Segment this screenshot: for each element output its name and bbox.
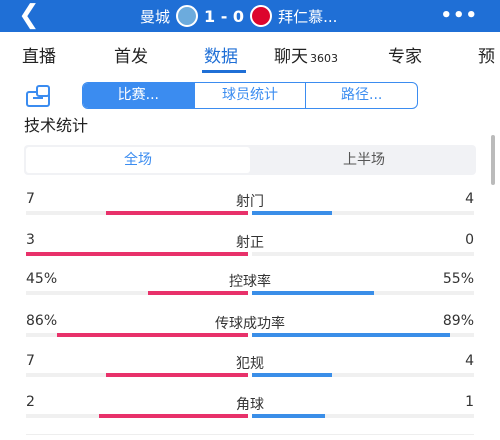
tab-lineup[interactable]: 首发 [114,47,148,67]
stat-name: 控球率 [229,274,271,290]
away-team-name: 拜仁慕... [278,7,338,26]
tab-prediction[interactable]: 预 [478,47,495,67]
stat-row: 2 角球 1 [0,394,500,424]
stat-home-bar [57,333,248,337]
segment-path[interactable]: 路径... [341,87,383,103]
stat-row: 45% 控球率 55% [0,271,500,301]
stat-home-value: 45% [26,271,58,287]
field-layout-icon[interactable] [24,84,60,108]
stat-away-bar [252,414,325,418]
stat-name: 传球成功率 [215,316,285,332]
stat-home-value: 2 [26,394,35,410]
stats-segmented-control: 比赛... 球员统计 路径... [82,82,418,109]
stat-away-value: 0 [465,232,474,248]
match-summary: 曼城 1 - 0 拜仁慕... [140,4,337,28]
chevron-left-icon: ❮ [18,0,40,30]
stat-name: 射门 [236,194,264,210]
chat-count: 3603 [310,52,338,65]
stat-away-track [252,252,474,256]
stat-name: 射正 [236,235,264,251]
bayern-logo-icon [250,5,273,27]
active-tab-indicator [202,70,246,73]
stat-home-bar [26,252,248,256]
stat-home-bar [148,291,248,295]
stat-away-track [252,414,474,418]
home-team-name: 曼城 [140,7,171,26]
man-city-logo-icon [176,5,199,27]
more-button[interactable]: ••• [440,5,478,26]
back-button[interactable]: ❮ [18,2,40,28]
stat-away-value: 4 [465,191,474,207]
stat-home-value: 3 [26,232,35,248]
toggle-first-half[interactable]: 上半场 [343,152,385,168]
more-dots-icon: ••• [440,5,478,26]
stat-away-track [252,373,474,377]
stat-away-bar [252,373,332,377]
section-title: 技术统计 [24,116,89,135]
toggle-full-match[interactable]: 全场 [26,147,250,173]
tab-chat[interactable]: 聊天 3603 [274,47,338,67]
stat-away-bar [252,333,450,337]
stat-home-value: 7 [26,191,35,207]
stat-away-track [252,211,474,215]
stat-row: 86% 传球成功率 89% [0,313,500,343]
match-header: ❮ 曼城 1 - 0 拜仁慕... ••• [0,0,500,32]
segment-player-stats[interactable]: 球员统计 [195,83,307,108]
stat-row: 7 犯规 4 [0,353,500,383]
divider [26,434,474,435]
stat-row: 7 射门 4 [0,191,500,221]
stat-away-value: 55% [442,271,474,287]
stat-home-bar [106,373,248,377]
stat-away-value: 1 [465,394,474,410]
scrollbar[interactable] [491,135,495,185]
stat-away-value: 89% [442,313,474,329]
stat-home-bar [99,414,248,418]
half-toggle: 全场 上半场 [24,145,476,175]
tab-expert[interactable]: 专家 [388,47,422,67]
stat-home-track [26,291,248,295]
stat-home-value: 86% [26,313,58,329]
stat-row: 3 射正 0 [0,232,500,262]
segment-match[interactable]: 比赛... [83,83,195,108]
tab-live[interactable]: 直播 [22,47,56,67]
stat-away-value: 4 [465,353,474,369]
stat-home-value: 7 [26,353,35,369]
stat-name: 犯规 [236,356,264,372]
match-score: 1 - 0 [204,6,245,26]
stat-away-bar [252,291,374,295]
stat-home-bar [106,211,248,215]
stat-name: 角球 [236,397,264,413]
stat-away-bar [252,211,332,215]
tab-bar: 直播 首发 数据 聊天 3603 专家 预 [0,32,500,73]
tab-data[interactable]: 数据 [204,47,238,67]
